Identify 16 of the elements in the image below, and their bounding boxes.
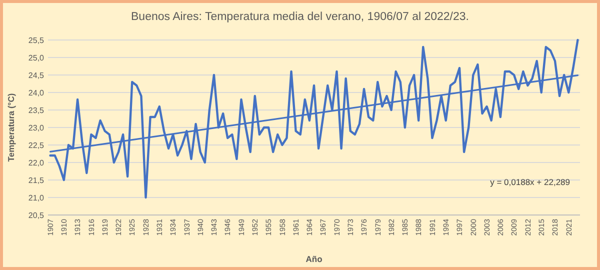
y-tick-label: 20,5 xyxy=(28,210,45,220)
x-axis-title: Año xyxy=(306,254,322,264)
line-series xyxy=(49,38,579,199)
y-tick-label: 22,5 xyxy=(28,140,45,150)
y-tick-label: 25,5 xyxy=(28,36,45,45)
y-tick-label: 21,5 xyxy=(28,176,45,185)
chart-title: Buenos Aires: Temperatura media del verano, 1906/07 al 2022/23. xyxy=(131,11,469,23)
y-tick-label: 22,0 xyxy=(28,158,45,168)
y-tick-label: 23,0 xyxy=(28,123,45,132)
y-axis-title: Temperatura (°C) xyxy=(6,93,16,162)
y-tick-label: 25,0 xyxy=(28,53,45,62)
annotation: y = 0,0188x + 22,289 xyxy=(490,177,570,187)
y-tick-label: 24,0 xyxy=(28,88,45,98)
y-tick-label: 24,5 xyxy=(28,70,45,80)
y-tick-label: 23,5 xyxy=(28,106,45,115)
y-tick-label: 21,0 xyxy=(28,193,45,202)
